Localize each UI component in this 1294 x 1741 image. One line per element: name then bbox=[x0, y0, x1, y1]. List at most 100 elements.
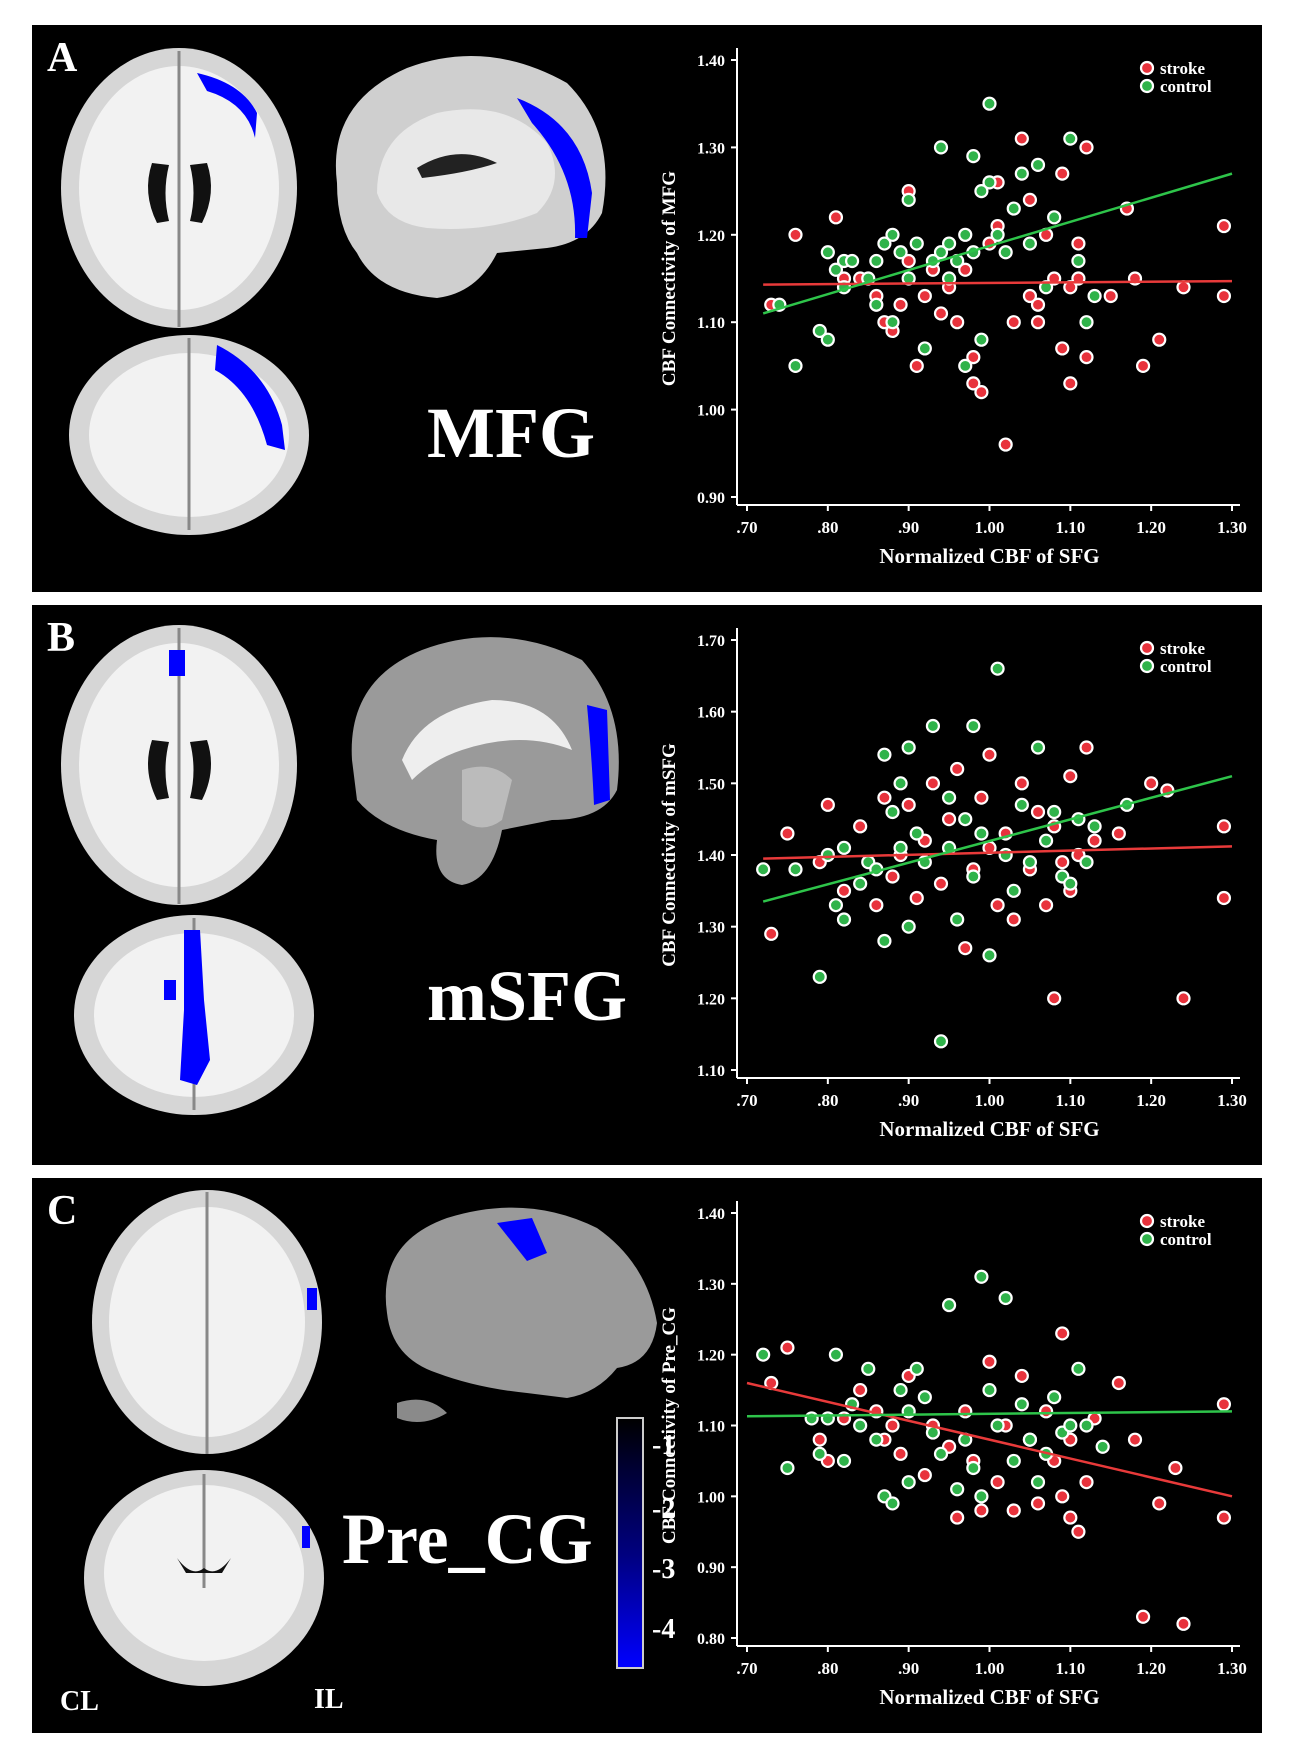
x-tick-label: .80 bbox=[817, 518, 838, 537]
data-point-control bbox=[982, 96, 997, 111]
legend-marker-stroke bbox=[1139, 1213, 1155, 1229]
data-point-control bbox=[828, 1347, 844, 1362]
fit-line-stroke bbox=[746, 1381, 1233, 1498]
data-point-stroke bbox=[1055, 1326, 1070, 1341]
scatter-plot: .70 .80 .90 1.00 1.10 1.20 1.30 0.80 0.90 1.00 1.1… bbox=[659, 1201, 1247, 1709]
data-point-control bbox=[828, 262, 844, 277]
data-point-stroke bbox=[950, 761, 965, 777]
data-point-stroke bbox=[1103, 288, 1118, 304]
data-point-stroke bbox=[869, 898, 884, 913]
data-point-control bbox=[804, 1411, 819, 1426]
y-tick-label: 0.80 bbox=[697, 1631, 725, 1648]
scatter-plot: .70 .80 .90 1.00 1.10 1.20 1.30 0.90 1.00 1.10 1.2… bbox=[659, 48, 1247, 568]
data-point-control bbox=[990, 227, 1005, 242]
y-axis-label: CBF Connectivity of MFG bbox=[659, 171, 680, 386]
x-tick-label: 1.00 bbox=[975, 1659, 1005, 1678]
data-point-control bbox=[788, 862, 803, 877]
data-point-stroke bbox=[966, 350, 981, 365]
data-point-stroke bbox=[885, 1418, 900, 1433]
data-point-stroke bbox=[1079, 140, 1094, 155]
data-point-control bbox=[877, 933, 892, 949]
data-point-control bbox=[1022, 855, 1038, 870]
data-point-control bbox=[990, 1418, 1005, 1433]
data-point-stroke bbox=[958, 941, 973, 956]
panel-a: A MFG .70 .80 .90 1.00 1.10 1.20 1.30 0.90 1.00 1… bbox=[32, 25, 1262, 592]
legend-label-stroke: stroke bbox=[1160, 1212, 1205, 1231]
data-point-stroke bbox=[917, 1467, 932, 1483]
x-tick-label: 1.20 bbox=[1136, 518, 1166, 537]
data-point-stroke bbox=[1152, 1496, 1167, 1511]
x-tick-label: 1.30 bbox=[1217, 1091, 1247, 1110]
data-point-control bbox=[836, 1453, 852, 1469]
data-point-control bbox=[1047, 804, 1062, 820]
brain-coronal-slice bbox=[69, 335, 309, 535]
data-point-control bbox=[1030, 157, 1046, 172]
data-point-control bbox=[933, 1034, 949, 1049]
y-axis-label: CBF Connectivity of Pre_CG bbox=[659, 1307, 680, 1544]
data-point-control bbox=[933, 140, 949, 155]
data-point-control bbox=[861, 1361, 876, 1376]
x-tick-label: .90 bbox=[898, 518, 919, 537]
y-tick-label: 1.20 bbox=[697, 228, 725, 245]
data-point-stroke bbox=[1014, 131, 1029, 146]
x-tick-label: 1.30 bbox=[1217, 1659, 1247, 1678]
data-point-control bbox=[909, 1361, 924, 1376]
data-point-control bbox=[966, 869, 981, 884]
data-point-control bbox=[869, 1432, 884, 1447]
region-label: Pre_CG bbox=[342, 1499, 593, 1579]
region-label: MFG bbox=[427, 393, 595, 473]
x-tick-label: .70 bbox=[736, 1091, 757, 1110]
data-point-stroke bbox=[1111, 826, 1126, 841]
data-point-control bbox=[1022, 1432, 1038, 1447]
data-point-stroke bbox=[1006, 1503, 1021, 1518]
data-point-control bbox=[1030, 740, 1046, 755]
data-point-control bbox=[901, 192, 916, 207]
data-point-control bbox=[885, 227, 900, 242]
legend-marker-stroke bbox=[1139, 60, 1155, 76]
data-point-stroke bbox=[966, 376, 981, 391]
data-point-stroke bbox=[1135, 1609, 1151, 1624]
data-point-control bbox=[1079, 855, 1094, 870]
data-point-control bbox=[958, 812, 973, 827]
data-point-stroke bbox=[1216, 1397, 1232, 1412]
data-point-control bbox=[1087, 288, 1102, 304]
data-point-stroke bbox=[836, 883, 852, 898]
x-axis-label: Normalized CBF of SFG bbox=[879, 544, 1099, 568]
fit-line-control bbox=[762, 172, 1233, 315]
brain-sagittal-slice bbox=[385, 1207, 657, 1422]
legend-marker-control bbox=[1139, 78, 1155, 94]
data-point-control bbox=[966, 1460, 981, 1476]
data-point-stroke bbox=[1087, 833, 1102, 848]
data-point-control bbox=[1063, 131, 1078, 146]
x-tick-label: .80 bbox=[817, 1659, 838, 1678]
data-point-stroke bbox=[1006, 315, 1021, 330]
data-point-stroke bbox=[1047, 991, 1062, 1006]
data-point-control bbox=[1095, 1439, 1110, 1454]
data-point-stroke bbox=[780, 826, 795, 841]
data-point-control bbox=[812, 1446, 827, 1461]
x-tick-label: 1.10 bbox=[1055, 1091, 1085, 1110]
data-point-stroke bbox=[1152, 332, 1167, 347]
data-point-stroke bbox=[1071, 1524, 1086, 1539]
data-point-stroke bbox=[893, 297, 908, 312]
data-point-control bbox=[877, 236, 892, 251]
y-tick-label: 1.30 bbox=[697, 1277, 725, 1294]
data-point-stroke bbox=[1216, 218, 1232, 234]
data-point-stroke bbox=[958, 1404, 973, 1419]
data-point-control bbox=[1030, 1475, 1046, 1490]
data-point-control bbox=[1006, 201, 1021, 216]
y-tick-label: 0.90 bbox=[697, 490, 725, 507]
data-point-stroke bbox=[1014, 1368, 1029, 1384]
data-point-stroke bbox=[925, 776, 941, 791]
data-point-control bbox=[812, 323, 827, 339]
data-point-stroke bbox=[941, 812, 957, 827]
data-point-stroke bbox=[877, 790, 892, 805]
y-tick-label: 1.70 bbox=[697, 633, 725, 650]
panel-label: B bbox=[47, 615, 76, 661]
ipsilateral-label: IL bbox=[314, 1684, 344, 1715]
colorbar-tick: -1 bbox=[652, 1430, 676, 1461]
data-point-stroke bbox=[1055, 166, 1070, 181]
data-point-stroke bbox=[1176, 1616, 1191, 1631]
data-point-stroke bbox=[788, 227, 803, 242]
data-point-stroke bbox=[1176, 280, 1191, 295]
